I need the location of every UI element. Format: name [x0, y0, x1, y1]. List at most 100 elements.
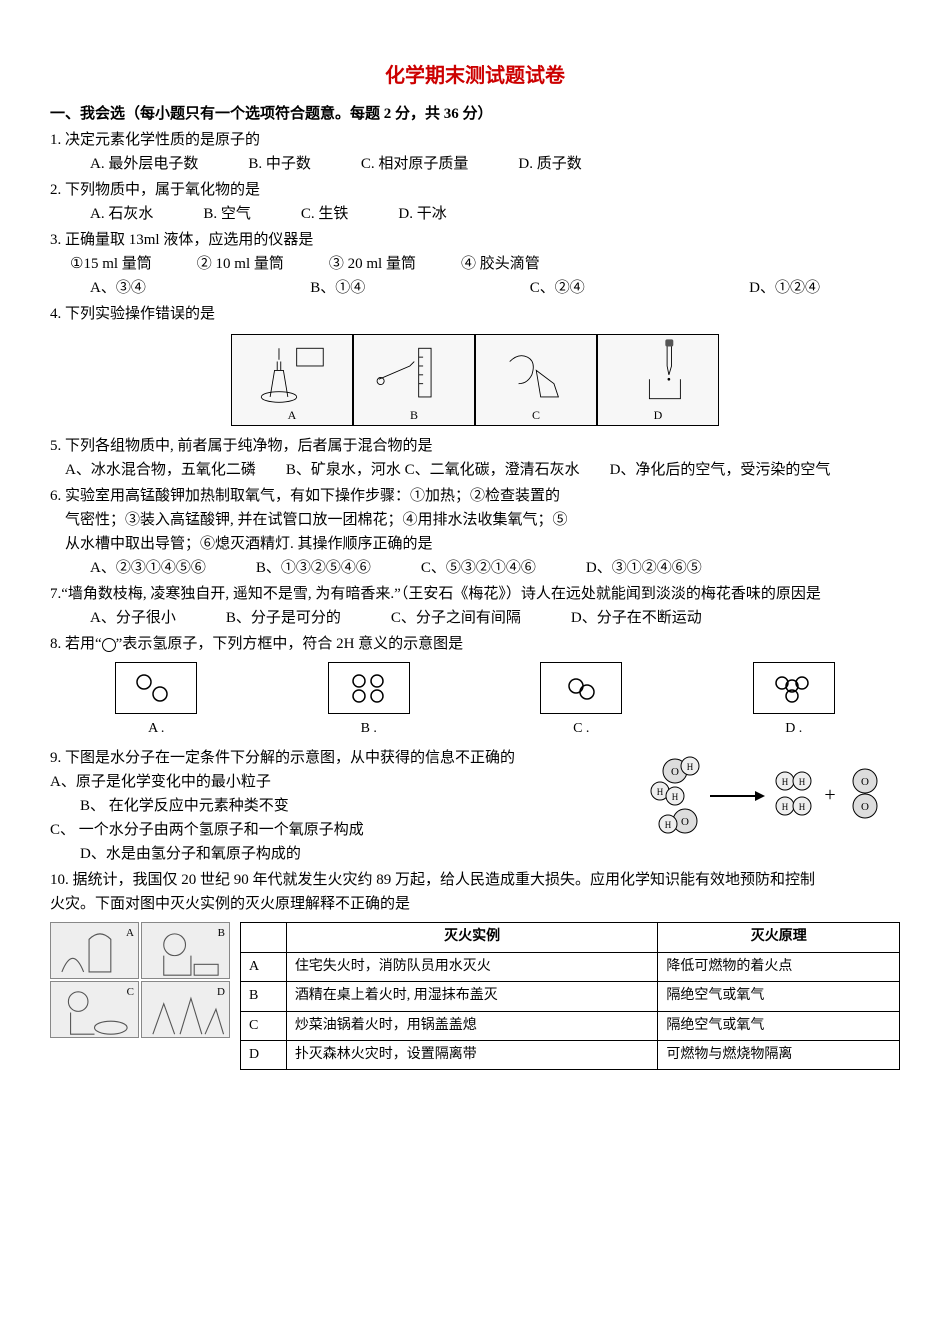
row-example: 扑灭森林火灾时，设置隔离带 — [286, 1040, 658, 1069]
q9-opt-a: A、原子是化学变化中的最小粒子 — [50, 770, 620, 794]
q1-opt-c: C. 相对原子质量 — [361, 152, 469, 176]
q9-opt-c: C、 一个水分子由两个氢原子和一个氧原子构成 — [50, 818, 620, 842]
svg-text:H: H — [687, 762, 694, 772]
q10-img-label-d: D — [217, 984, 225, 1002]
q4-label-c: C — [532, 406, 540, 425]
q10: 10. 据统计，我国仅 20 世纪 90 年代就发生火灾约 89 万起，给人民造… — [50, 868, 900, 1070]
q1-opt-d: D. 质子数 — [518, 152, 581, 176]
section-1-header: 一、我会选（每小题只有一个选项符合题意。每题 2 分，共 36 分） — [50, 102, 900, 126]
q6-opt-d: D、③①②④⑥⑤ — [586, 556, 702, 580]
smell-icon — [492, 335, 581, 406]
q10-img-a: A — [50, 922, 139, 979]
q7-opt-a: A、分子很小 — [90, 606, 176, 630]
q1: 1. 决定元素化学性质的是原子的 A. 最外层电子数 B. 中子数 C. 相对原… — [50, 128, 900, 176]
row-principle: 隔绝空气或氧气 — [658, 1011, 900, 1040]
q9-diagram: O H H H O H H H H H + O O — [640, 746, 900, 854]
q5-stem: 5. 下列各组物质中, 前者属于纯净物，后者属于混合物的是 — [50, 434, 900, 458]
q6-stem-l2: 气密性；③装入高锰酸钾, 并在试管口放一团棉花；④用排水法收集氧气；⑤ — [50, 508, 900, 532]
q8-stem-post: ”表示氢原子，下列方框中，符合 2H 意义的示意图是 — [116, 636, 464, 652]
q5: 5. 下列各组物质中, 前者属于纯净物，后者属于混合物的是 A、冰水混合物，五氧… — [50, 434, 900, 482]
row-principle: 降低可燃物的着火点 — [658, 952, 900, 981]
q2: 2. 下列物质中，属于氧化物的是 A. 石灰水 B. 空气 C. 生铁 D. 干… — [50, 178, 900, 226]
q3-stem: 3. 正确量取 13ml 液体，应选用的仪器是 — [50, 228, 900, 252]
q1-stem: 1. 决定元素化学性质的是原子的 — [50, 128, 900, 152]
q8-frame-c — [540, 662, 622, 714]
q4-stem: 4. 下列实验操作错误的是 — [50, 302, 900, 326]
q7-opt-d: D、分子在不断运动 — [571, 606, 702, 630]
q8-opt-a: A . — [115, 662, 197, 740]
cylinder-icon — [370, 335, 459, 406]
row-example: 住宅失火时，消防队员用水灭火 — [286, 952, 658, 981]
atoms-a-icon — [126, 668, 186, 708]
svg-text:H: H — [657, 787, 664, 797]
atoms-b-icon — [339, 668, 399, 708]
q8-opt-d: D . — [753, 662, 835, 740]
q5-options: A、冰水混合物，五氧化二磷 B、矿泉水，河水 C、二氧化碳，澄清石灰水 D、净化… — [50, 458, 900, 482]
q8-stem-pre: 8. 若用“ — [50, 636, 102, 652]
table-header-row: 灭火实例 灭火原理 — [241, 923, 900, 952]
q10-img-label-c: C — [127, 984, 134, 1002]
q9-opt-b: B、 在化学反应中元素种类不变 — [50, 794, 620, 818]
q4-label-d: D — [654, 406, 663, 425]
q2-opt-a: A. 石灰水 — [90, 202, 153, 226]
dropper-icon — [614, 335, 703, 406]
hydrogen-atom-icon — [102, 638, 116, 652]
q10-img-label-a: A — [126, 925, 134, 943]
q7-opt-b: B、分子是可分的 — [226, 606, 341, 630]
q7-opt-c: C、分子之间有间隔 — [391, 606, 521, 630]
row-principle: 隔绝空气或氧气 — [658, 982, 900, 1011]
table-th-principle: 灭火原理 — [658, 923, 900, 952]
table-row: B 酒精在桌上着火时, 用湿抹布盖灭 隔绝空气或氧气 — [241, 982, 900, 1011]
q10-stem: 10. 据统计，我国仅 20 世纪 90 年代就发生火灾约 89 万起，给人民造… — [50, 868, 900, 892]
page-title: 化学期末测试题试卷 — [50, 60, 900, 92]
q8-frame-d — [753, 662, 835, 714]
q3-items: ①15 ml 量筒 ② 10 ml 量筒 ③ 20 ml 量筒 ④ 胶头滴管 — [50, 252, 900, 276]
q8: 8. 若用“ ”表示氢原子，下列方框中，符合 2H 意义的示意图是 A . — [50, 632, 900, 740]
q3-opt-d: D、①②④ — [749, 276, 820, 300]
svg-text:O: O — [681, 816, 689, 828]
q8-frame-a — [115, 662, 197, 714]
q10-img-c: C — [50, 981, 139, 1038]
q6-opt-a: A、②③①④⑤⑥ — [90, 556, 206, 580]
atoms-d-icon — [764, 668, 824, 708]
table-corner — [241, 923, 287, 952]
forest-fire-icon — [142, 982, 229, 1042]
q6-opt-c: C、⑤③②①④⑥ — [421, 556, 536, 580]
q3-opt-b: B、①④ — [310, 276, 365, 300]
q8-label-d: D . — [753, 718, 835, 740]
row-key: B — [241, 982, 287, 1011]
q8-opt-b: B . — [328, 662, 410, 740]
q1-opt-b: B. 中子数 — [248, 152, 311, 176]
q9: 9. 下图是水分子在一定条件下分解的示意图，从中获得的信息不正确的 A、原子是化… — [50, 746, 900, 866]
q2-opt-b: B. 空气 — [203, 202, 251, 226]
q10-img-d: D — [141, 981, 230, 1038]
q8-label-c: C . — [540, 718, 622, 740]
q4-img-a: A — [231, 334, 353, 426]
lamp-icon — [248, 335, 337, 406]
svg-text:O: O — [861, 801, 869, 813]
svg-text:H: H — [782, 802, 789, 812]
q7: 7.“墙角数枝梅, 凌寒独自开, 遥知不是雪, 为有暗香来.”（王安石《梅花》）… — [50, 582, 900, 630]
q10-images: A B C D — [50, 922, 230, 1038]
q10-content: A B C D 灭火实例 灭火原理 A — [50, 922, 900, 1070]
q8-frame-b — [328, 662, 410, 714]
water-decomposition-icon: O H H H O H H H H H + O O — [640, 746, 900, 846]
pot-lid-icon — [51, 982, 138, 1042]
table-row: C 炒菜油锅着火时，用锅盖盖熄 隔绝空气或氧气 — [241, 1011, 900, 1040]
q4: 4. 下列实验操作错误的是 A B — [50, 302, 900, 426]
svg-text:+: + — [824, 784, 835, 806]
svg-text:O: O — [861, 776, 869, 788]
q7-stem: 7.“墙角数枝梅, 凌寒独自开, 遥知不是雪, 为有暗香来.”（王安石《梅花》）… — [50, 582, 900, 606]
q10-img-label-b: B — [218, 925, 225, 943]
q1-options: A. 最外层电子数 B. 中子数 C. 相对原子质量 D. 质子数 — [50, 152, 900, 176]
q9-stem: 9. 下图是水分子在一定条件下分解的示意图，从中获得的信息不正确的 — [50, 746, 620, 770]
q7-options: A、分子很小 B、分子是可分的 C、分子之间有间隔 D、分子在不断运动 — [50, 606, 900, 630]
q4-images: A B C — [50, 334, 900, 426]
svg-text:H: H — [665, 820, 672, 830]
table-th-example: 灭火实例 — [286, 923, 658, 952]
q6-options: A、②③①④⑤⑥ B、①③②⑤④⑥ C、⑤③②①④⑥ D、③①②④⑥⑤ — [50, 556, 900, 580]
q10-stem2: 火灾。下面对图中灭火实例的灭火原理解释不正确的是 — [50, 892, 900, 916]
svg-text:H: H — [799, 777, 806, 787]
q4-label-b: B — [410, 406, 418, 425]
q8-opt-c: C . — [540, 662, 622, 740]
